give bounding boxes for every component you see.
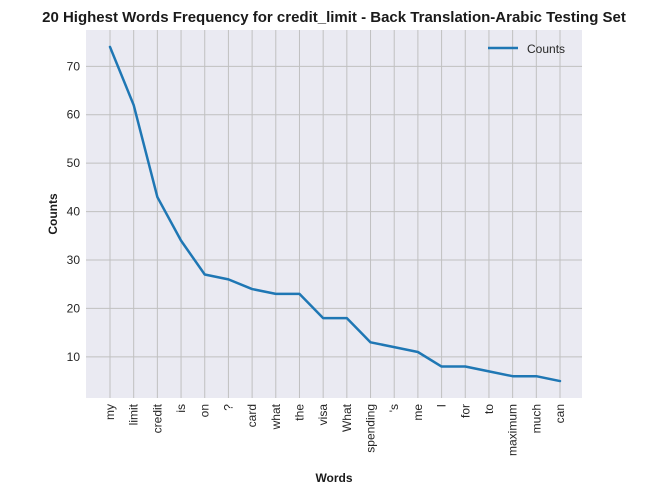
x-tick-label: is xyxy=(174,404,188,413)
plot-area xyxy=(86,30,582,398)
y-axis-ticks: 10 20 30 40 50 60 70 xyxy=(67,59,81,364)
y-tick-label: 20 xyxy=(67,301,81,315)
x-tick-label: my xyxy=(103,404,117,420)
x-tick-label: what xyxy=(269,403,283,430)
x-tick-label: visa xyxy=(316,404,330,426)
x-tick-label: card xyxy=(245,404,259,427)
grid-lines xyxy=(86,30,582,398)
x-tick-label: the xyxy=(292,404,306,421)
y-tick-label: 10 xyxy=(67,350,81,364)
y-tick-label: 50 xyxy=(67,156,81,170)
x-axis-label: Words xyxy=(315,471,352,485)
y-axis-label: Counts xyxy=(46,193,60,235)
x-tick-label: ? xyxy=(221,404,235,411)
x-tick-label: for xyxy=(458,404,472,418)
y-tick-label: 40 xyxy=(67,205,81,219)
x-tick-label: to xyxy=(482,404,496,414)
x-tick-label: much xyxy=(529,404,543,433)
x-axis-ticks: my limit credit is on? card what the visa What spe… xyxy=(103,403,567,456)
x-tick-label: maximum xyxy=(506,404,520,456)
y-tick-label: 60 xyxy=(67,108,81,122)
x-tick-label: I xyxy=(435,404,449,407)
x-tick-label: spending xyxy=(364,404,378,453)
x-tick-label: on xyxy=(198,404,212,417)
x-tick-label: 's xyxy=(387,404,401,412)
x-tick-label: credit xyxy=(150,403,164,433)
series-line-counts xyxy=(108,45,562,383)
legend-label: Counts xyxy=(527,42,565,56)
x-tick-label: limit xyxy=(127,403,141,425)
x-tick-label: What xyxy=(340,403,354,432)
x-tick-label: me xyxy=(411,404,425,421)
chart-title: 20 Highest Words Frequency for credit_li… xyxy=(42,9,626,26)
y-tick-label: 70 xyxy=(67,59,81,73)
x-tick-label: can xyxy=(553,404,567,423)
legend: Counts xyxy=(488,42,565,56)
series-layer xyxy=(108,45,562,383)
y-tick-label: 30 xyxy=(67,253,81,267)
